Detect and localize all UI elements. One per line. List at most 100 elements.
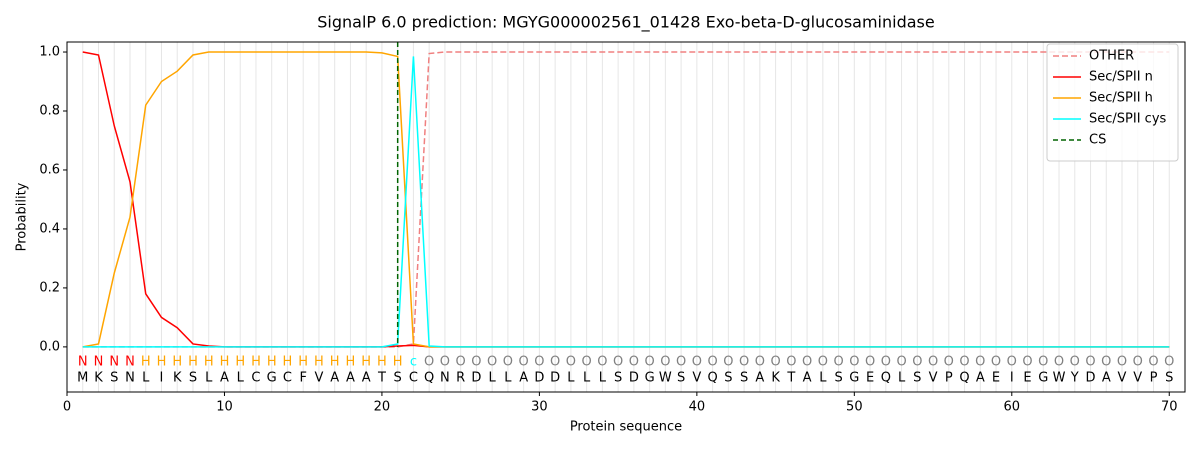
region-label: O — [471, 355, 481, 370]
region-label: O — [959, 355, 969, 370]
residue-label: Q — [707, 371, 717, 386]
region-label: O — [503, 355, 513, 370]
region-label: O — [739, 355, 749, 370]
chart-title: SignalP 6.0 prediction: MGYG000002561_01… — [317, 13, 934, 33]
residue-label: A — [976, 371, 985, 386]
residue-label: T — [377, 371, 386, 386]
series-line — [82, 51, 1170, 348]
x-tick-label: 50 — [846, 400, 863, 415]
region-label: O — [692, 355, 702, 370]
region-label: O — [1164, 355, 1174, 370]
region-label: O — [1117, 355, 1127, 370]
series-line — [82, 51, 1170, 348]
region-label: H — [393, 355, 403, 370]
region-label: O — [723, 355, 733, 370]
legend-label: Sec/SPII cys — [1089, 112, 1167, 127]
region-label: O — [896, 355, 906, 370]
region-label: O — [944, 355, 954, 370]
residue-label: A — [755, 371, 764, 386]
residue-label: V — [1118, 371, 1127, 386]
region-label: O — [645, 355, 655, 370]
region-label: O — [440, 355, 450, 370]
residue-label: L — [489, 371, 497, 386]
residue-label: C — [283, 371, 292, 386]
region-label: O — [487, 355, 497, 370]
legend-box — [1046, 43, 1179, 162]
region-label: O — [786, 355, 796, 370]
legend-label: CS — [1089, 133, 1106, 148]
residue-label: S — [913, 371, 921, 386]
region-label: O — [1038, 355, 1048, 370]
residue-label: V — [314, 371, 323, 386]
residue-label: A — [803, 371, 812, 386]
residue-label: D — [471, 371, 481, 386]
residue-label: S — [394, 371, 402, 386]
residue-label: A — [519, 371, 528, 386]
region-label: O — [456, 355, 466, 370]
region-label: H — [204, 355, 214, 370]
region-label: H — [235, 355, 245, 370]
residue-label: L — [898, 371, 906, 386]
residue-label: L — [599, 371, 607, 386]
region-label: O — [1085, 355, 1095, 370]
x-tick-label: 20 — [374, 400, 391, 415]
residue-label: L — [819, 371, 827, 386]
residue-label: E — [1023, 371, 1031, 386]
residue-label: I — [1010, 371, 1014, 386]
residue-label: E — [866, 371, 874, 386]
region-label: N — [125, 355, 135, 370]
x-tick-label: 60 — [1004, 400, 1021, 415]
residue-label: N — [440, 371, 450, 386]
residue-label: T — [786, 371, 795, 386]
region-label: O — [566, 355, 576, 370]
residue-label: S — [1165, 371, 1173, 386]
residue-label: S — [677, 371, 685, 386]
residue-label: G — [267, 371, 277, 386]
region-label: O — [881, 355, 891, 370]
residue-label: K — [173, 371, 182, 386]
region-label: O — [1022, 355, 1032, 370]
region-label: O — [991, 355, 1001, 370]
x-tick-label: 0 — [63, 400, 71, 415]
y-tick-label: 0.6 — [39, 162, 60, 177]
residue-label: V — [1133, 371, 1142, 386]
legend-label: Sec/SPII n — [1089, 70, 1153, 85]
region-label: O — [519, 355, 529, 370]
x-tick-label: 70 — [1161, 400, 1178, 415]
residue-label: L — [205, 371, 213, 386]
region-label: O — [928, 355, 938, 370]
region-label: H — [361, 355, 371, 370]
residue-label: Y — [1070, 371, 1079, 386]
residue-label: S — [740, 371, 748, 386]
x-tick-label: 40 — [689, 400, 706, 415]
region-label: H — [141, 355, 151, 370]
residue-label: V — [929, 371, 938, 386]
residue-label: L — [504, 371, 512, 386]
region-label: O — [424, 355, 434, 370]
x-tick-label: 10 — [216, 400, 233, 415]
residue-label: A — [362, 371, 371, 386]
region-label: O — [975, 355, 985, 370]
residue-label: A — [1102, 371, 1111, 386]
y-tick-label: 0.0 — [39, 339, 60, 354]
residue-label: A — [346, 371, 355, 386]
region-label: O — [550, 355, 560, 370]
region-label: H — [298, 355, 308, 370]
region-label: H — [220, 355, 230, 370]
residue-label: I — [160, 371, 164, 386]
region-label: H — [172, 355, 182, 370]
residue-label: P — [1150, 371, 1158, 386]
region-label: O — [1054, 355, 1064, 370]
y-axis-label: Probability — [15, 182, 30, 251]
residue-label: A — [330, 371, 339, 386]
region-label: O — [534, 355, 544, 370]
plot-frame — [66, 41, 1186, 393]
region-label: O — [802, 355, 812, 370]
residue-label: L — [567, 371, 575, 386]
region-label: O — [833, 355, 843, 370]
legend-label: OTHER — [1089, 49, 1134, 64]
residue-label: Q — [424, 371, 434, 386]
region-label: O — [865, 355, 875, 370]
residue-label: D — [629, 371, 639, 386]
